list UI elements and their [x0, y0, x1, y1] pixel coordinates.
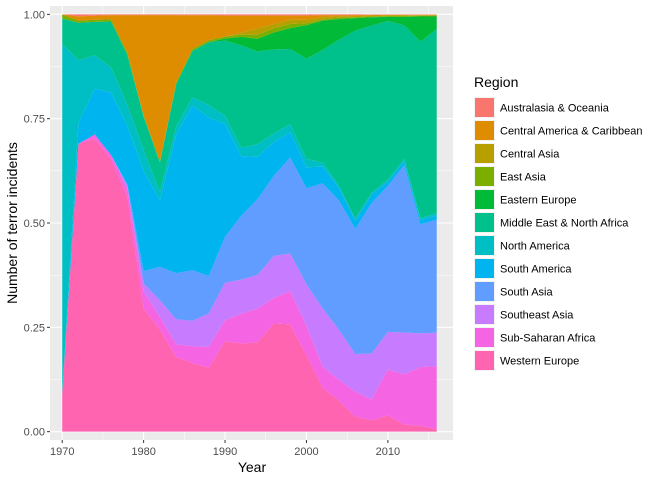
legend-label-north-america: North America: [500, 241, 571, 253]
area-central-america-caribbean: [62, 14, 437, 162]
legend-label-south-america: South America: [500, 264, 572, 276]
legend-label-eastern-europe: Eastern Europe: [500, 195, 576, 207]
area-australasia-oceania: [62, 14, 437, 17]
legend-swatch-eastern-europe: [475, 190, 494, 209]
legend-swatch-southeast-asia: [475, 305, 494, 324]
y-axis: 0.00 0.25 0.50 0.75 1.00: [24, 9, 50, 439]
area-south-america: [62, 88, 437, 395]
legend-label-east-asia: East Asia: [500, 172, 547, 184]
area-sub-saharan-africa: [62, 134, 437, 430]
legend-swatch-australasia-oceania: [475, 98, 494, 117]
legend-swatch-south-asia: [475, 282, 494, 301]
legend-swatch-south-america: [475, 259, 494, 278]
legend-swatch-central-asia: [475, 144, 494, 163]
legend-swatch-east-asia: [475, 167, 494, 186]
x-tick-label: 1980: [131, 446, 155, 458]
legend-label-australasia-oceania: Australasia & Oceania: [500, 103, 610, 115]
legend-swatch-western-europe: [475, 351, 494, 370]
legend-swatch-north-america: [475, 236, 494, 255]
legend-label-south-asia: South Asia: [500, 287, 553, 299]
x-axis-title: Year: [238, 459, 267, 475]
x-tick-label: 1970: [50, 446, 74, 458]
x-tick-label: 1990: [213, 446, 237, 458]
y-axis-title: Number of terror incidents: [4, 142, 20, 304]
x-tick-label: 2010: [376, 446, 400, 458]
legend-label-central-asia: Central Asia: [500, 149, 560, 161]
legend-swatch-central-america-caribbean: [475, 121, 494, 140]
legend-label-western-europe: Western Europe: [500, 356, 579, 368]
area-north-america: [62, 43, 437, 395]
x-axis: 1970 1980 1990 2000 2010: [50, 440, 400, 458]
legend-label-central-america-caribbean: Central America & Caribbean: [500, 126, 642, 138]
legend-title: Region: [474, 74, 518, 90]
y-tick-label: 0.75: [24, 114, 45, 126]
area-south-asia: [62, 134, 437, 395]
y-tick-label: 1.00: [24, 9, 45, 21]
area-middle-east-north-africa: [62, 18, 437, 219]
area-western-europe: [62, 138, 437, 432]
y-tick-label: 0.00: [24, 427, 45, 439]
legend-swatch-middle-east-north-africa: [475, 213, 494, 232]
area-series-group: [62, 14, 437, 432]
legend: Region Australasia & Oceania Central Amer…: [474, 74, 642, 371]
legend-label-southeast-asia: Southeast Asia: [500, 310, 574, 322]
x-tick-label: 2000: [294, 446, 318, 458]
y-tick-label: 0.50: [24, 218, 45, 230]
y-tick-label: 0.25: [24, 322, 45, 334]
legend-label-sub-saharan-africa: Sub-Saharan Africa: [500, 333, 596, 345]
legend-swatch-sub-saharan-africa: [475, 328, 494, 347]
area-eastern-europe: [62, 16, 437, 163]
legend-label-middle-east-north-africa: Middle East & North Africa: [500, 218, 629, 230]
